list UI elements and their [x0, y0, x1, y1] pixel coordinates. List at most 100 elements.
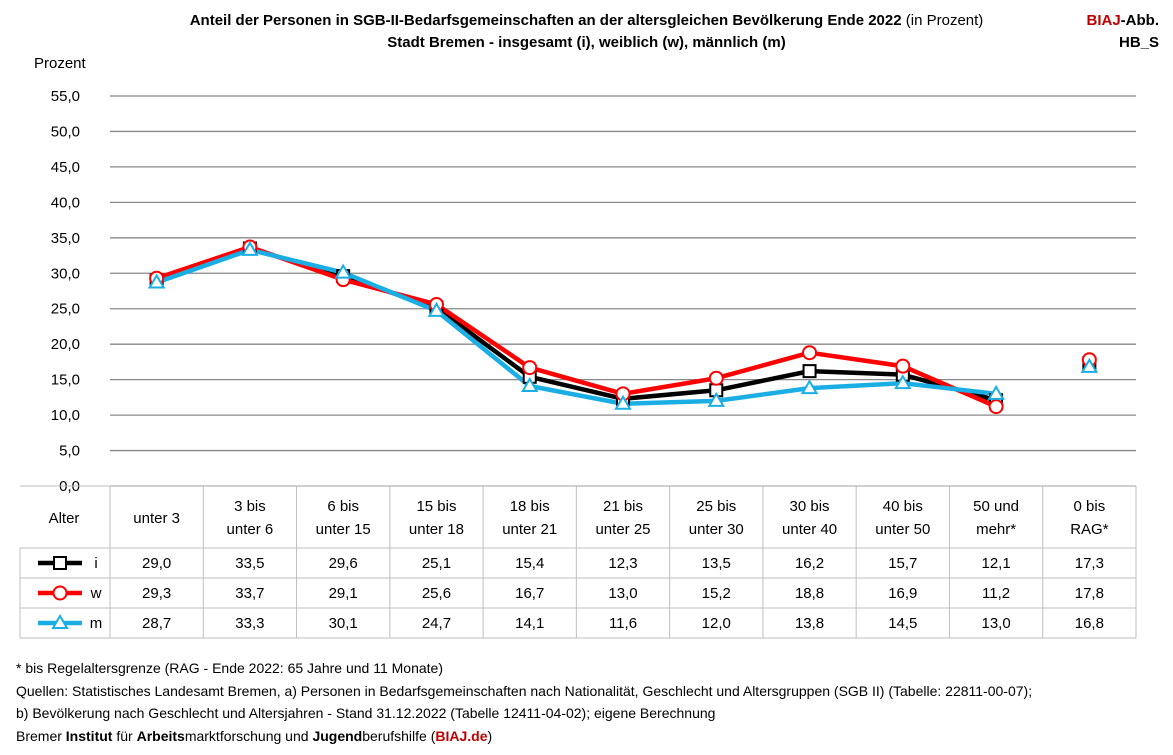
data-point-m: [614, 394, 632, 410]
table-cell-m: 14,5: [888, 615, 917, 632]
table-cell-m: 14,1: [515, 615, 544, 632]
table-cell-w: 17,8: [1075, 585, 1104, 602]
table-cell-w: 29,3: [142, 585, 171, 602]
pub-g: berufshilfe (: [362, 727, 436, 744]
data-point-w: [708, 370, 724, 386]
table-cell-w: 29,1: [329, 585, 358, 602]
pub-e: marktforschung und: [184, 727, 313, 744]
table-cell-m: 12,0: [702, 615, 731, 632]
x-tick-label: unter 25: [595, 521, 650, 538]
table-cell-i: 29,6: [329, 555, 358, 572]
x-tick-label: 18 bis: [510, 498, 550, 515]
data-point-m: [147, 273, 166, 289]
footnotes: * bis Regelaltersgrenze (RAG - Ende 2022…: [16, 657, 1032, 747]
table-cell-w: 33,7: [235, 585, 264, 602]
series-line-i: [155, 246, 997, 403]
series-line-w: [155, 244, 997, 409]
figure-tag: BIAJ-Abb. HB_S: [1086, 10, 1159, 54]
footnote-rag: * bis Regelaltersgrenze (RAG - Ende 2022…: [16, 660, 443, 676]
y-tick-label: 25,0: [51, 301, 80, 318]
x-tick-label: 3 bis: [234, 498, 266, 515]
x-tick-label: 30 bis: [790, 498, 830, 515]
data-point-m: [987, 384, 1005, 400]
title-suffix: (in Prozent): [905, 12, 984, 29]
x-tick-label: unter 15: [316, 521, 371, 538]
data-point-m: [707, 391, 726, 407]
data-point-m: [334, 263, 352, 279]
legend-marker-i: [53, 556, 67, 570]
footnote-sources-2: b) Bevölkerung nach Geschlecht und Alter…: [16, 705, 716, 721]
data-point-w: [802, 345, 818, 361]
data-point-w: [522, 360, 538, 376]
table-cell-i: 25,1: [422, 555, 451, 572]
table-cell-i: 15,4: [515, 555, 544, 572]
pub-f: Jugend: [312, 727, 363, 744]
x-tick-label: unter 21: [502, 521, 557, 538]
legend-marker-w: [52, 585, 68, 601]
table-cell-w: 15,2: [702, 585, 731, 602]
data-point-m: [894, 374, 912, 390]
y-tick-label: 55,0: [51, 88, 80, 105]
table-cell-m: 30,1: [329, 615, 358, 632]
pub-a: Bremer: [16, 727, 66, 744]
biaj-link[interactable]: BIAJ.de: [435, 727, 488, 744]
table-cell-w: 18,8: [795, 585, 824, 602]
table-cell-m: 33,3: [235, 615, 264, 632]
pub-c: für: [112, 727, 137, 744]
table-cell-w: 13,0: [608, 585, 637, 602]
data-point-m: [427, 301, 446, 317]
x-tick-label: mehr*: [976, 521, 1016, 538]
table-cell-m: 11,6: [609, 615, 637, 632]
table-cell-m: 13,0: [981, 615, 1010, 632]
chart-title: Anteil der Personen in SGB-II-Bedarfsgem…: [0, 10, 1173, 54]
x-tick-label: unter 18: [409, 521, 464, 538]
chart-subtitle: Stadt Bremen - insgesamt (i), weiblich (…: [387, 34, 786, 51]
table-cell-i: 16,2: [795, 555, 824, 572]
table-cell-m: 24,7: [422, 615, 451, 632]
table-cell-m: 28,7: [142, 615, 171, 632]
x-tick-label: 6 bis: [327, 498, 359, 515]
data-point-m: [520, 377, 539, 393]
x-tick-label: 40 bis: [883, 498, 923, 515]
data-point-i: [802, 364, 817, 379]
y-tick-label: 30,0: [51, 265, 80, 282]
x-tick-label: unter 40: [782, 521, 837, 538]
y-tick-label: 20,0: [51, 336, 80, 353]
title-main: Anteil der Personen in SGB-II-Bedarfsgem…: [189, 12, 902, 29]
table-cell-i: 13,5: [702, 555, 731, 572]
series-line-m: [155, 247, 997, 406]
x-tick-label: 50 und: [973, 498, 1019, 515]
x-tick-label: unter 30: [689, 521, 744, 538]
tag-code: HB_S: [1118, 34, 1159, 51]
x-tick-label: 25 bis: [696, 498, 736, 515]
x-tick-label: unter 6: [227, 521, 274, 538]
table-cell-i: 15,7: [888, 555, 917, 572]
line-chart: 0,05,010,015,020,025,030,035,040,045,050…: [19, 88, 1137, 639]
y-tick-label: 10,0: [51, 407, 80, 424]
data-point-m: [800, 379, 819, 395]
legend-label-w: w: [90, 585, 102, 602]
legend-label-m: m: [90, 615, 103, 632]
x-tick-label: 15 bis: [416, 498, 456, 515]
y-tick-label: 40,0: [51, 194, 80, 211]
data-point-m: [1080, 357, 1099, 373]
table-cell-m: 13,8: [795, 615, 824, 632]
x-axis-label: Alter: [49, 510, 80, 527]
y-tick-label: 15,0: [51, 372, 80, 389]
data-point-w: [895, 358, 911, 374]
table-cell-i: 12,1: [981, 555, 1010, 572]
data-point-w: [988, 399, 1004, 415]
table-cell-w: 16,7: [515, 585, 544, 602]
table-cell-i: 29,0: [142, 555, 171, 572]
tag-biaj: BIAJ: [1086, 12, 1121, 29]
y-tick-label: 45,0: [51, 159, 80, 176]
legend-marker-m: [51, 614, 69, 629]
table-cell-i: 17,3: [1075, 555, 1104, 572]
table-cell-w: 25,6: [422, 585, 451, 602]
y-tick-label: 35,0: [51, 230, 80, 247]
pub-d: Arbeits: [136, 727, 185, 744]
pub-b: Institut: [65, 727, 113, 744]
pub-i: ): [487, 727, 493, 744]
data-point-m: [241, 240, 259, 256]
y-tick-label: 50,0: [51, 123, 80, 140]
